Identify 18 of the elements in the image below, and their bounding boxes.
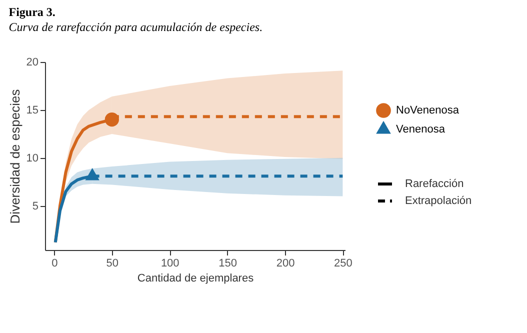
- x-tick-label: 200: [276, 258, 295, 270]
- text: Rarefacción: [405, 178, 464, 190]
- x-tick-label: 150: [218, 258, 237, 270]
- x-axis-title: Cantidad de ejemplares: [137, 272, 254, 284]
- chart-subtitle: Curva de rarefacción para acumulación de especies.: [8, 20, 263, 34]
- x-tick-label: 250: [334, 258, 352, 270]
- chart-title: Figura 3.: [8, 5, 56, 19]
- legend-label: Venenosa: [396, 124, 446, 136]
- text: Extrapolación: [405, 195, 472, 207]
- legend-label: NoVenenosa: [396, 104, 460, 116]
- x-tick-label: 50: [106, 258, 119, 270]
- y-tick-label: 15: [26, 104, 38, 116]
- y-axis-title: Diversidad de especies: [7, 88, 22, 224]
- x-tick-label: 100: [160, 258, 180, 270]
- y-tick-label: 20: [26, 56, 38, 68]
- y-tick-label: 10: [26, 152, 38, 164]
- x-tick-label: 0: [52, 258, 58, 270]
- y-tick-label: 5: [32, 200, 38, 212]
